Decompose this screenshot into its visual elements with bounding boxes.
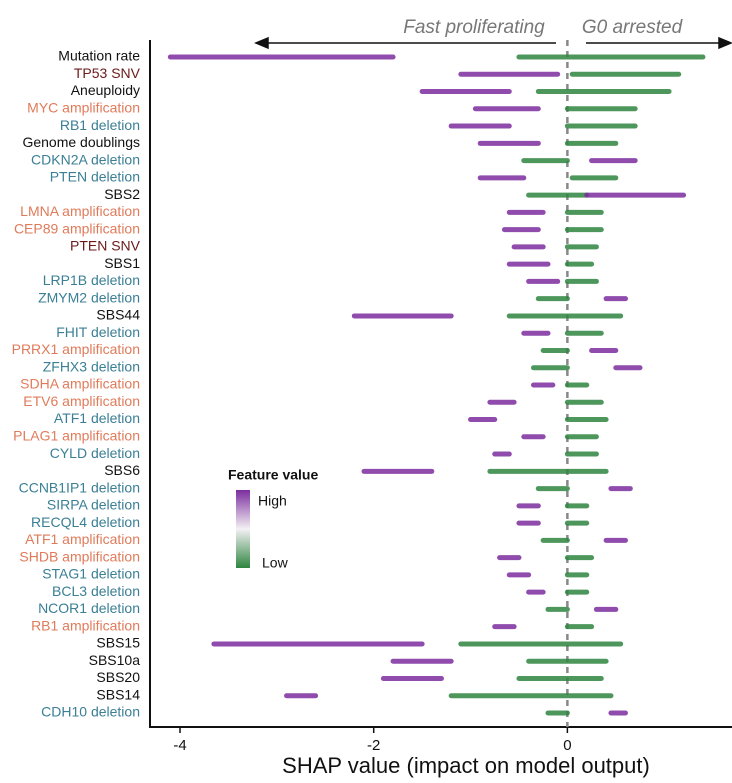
legend-high: High [258, 493, 287, 509]
feature-label: SIRPA deletion [47, 497, 140, 513]
feature-label: RB1 amplification [31, 617, 140, 633]
feature-label: LMNA amplification [20, 203, 140, 219]
feature-label: RECQL4 deletion [31, 514, 140, 530]
feature-label: LRP1B deletion [43, 272, 140, 288]
feature-label: NCOR1 deletion [38, 600, 140, 616]
feature-label: SHDB amplification [19, 548, 140, 564]
annotation-left: Fast proliferating [403, 17, 545, 38]
feature-label: SBS10a [89, 652, 141, 668]
feature-label: ATF1 amplification [25, 531, 140, 547]
feature-label: ZFHX3 deletion [43, 358, 140, 374]
legend: Feature value High Low [228, 467, 318, 571]
feature-label: PLAG1 amplification [13, 427, 140, 443]
x-tick-label: -4 [173, 737, 186, 754]
feature-label: CEP89 amplification [14, 220, 140, 236]
feature-label: SBS15 [96, 635, 140, 651]
arrows [254, 36, 732, 50]
feature-label: PTEN SNV [70, 238, 141, 254]
feature-label: ATF1 deletion [54, 410, 140, 426]
annotation-right: G0 arrested [582, 17, 684, 38]
feature-label: BCL3 deletion [52, 583, 140, 599]
feature-label: CYLD deletion [50, 445, 140, 461]
feature-label: Aneuploidy [71, 82, 140, 98]
feature-label: CDKN2A deletion [31, 151, 140, 167]
legend-gradient [236, 490, 250, 568]
x-tick-label: 0 [563, 737, 571, 754]
feature-label: ETV6 amplification [23, 393, 140, 409]
feature-label: STAG1 deletion [42, 566, 140, 582]
feature-label: SBS14 [96, 686, 140, 702]
feature-label: ZMYM2 deletion [38, 289, 140, 305]
feature-label: TP53 SNV [74, 65, 141, 81]
feature-label: CCNB1IP1 deletion [19, 479, 140, 495]
x-tick-label: -2 [367, 737, 380, 754]
legend-title: Feature value [228, 467, 318, 483]
feature-label: CDH10 deletion [41, 704, 140, 720]
feature-label: SBS2 [104, 186, 140, 202]
x-axis-label: SHAP value (impact on model output) [282, 753, 650, 778]
feature-label: Mutation rate [58, 48, 140, 64]
legend-low: Low [262, 555, 289, 571]
feature-label: RB1 deletion [60, 117, 140, 133]
feature-label: PRRX1 amplification [12, 341, 140, 357]
feature-label: PTEN deletion [50, 169, 140, 185]
feature-label: SBS20 [96, 669, 140, 685]
feature-label: FHIT deletion [56, 324, 140, 340]
feature-label: SBS1 [104, 255, 140, 271]
feature-label: MYC amplification [27, 99, 140, 115]
feature-label: SBS6 [104, 462, 140, 478]
feature-label: SBS44 [96, 307, 140, 323]
feature-label: SDHA amplification [20, 376, 140, 392]
feature-label: Genome doublings [22, 134, 140, 150]
